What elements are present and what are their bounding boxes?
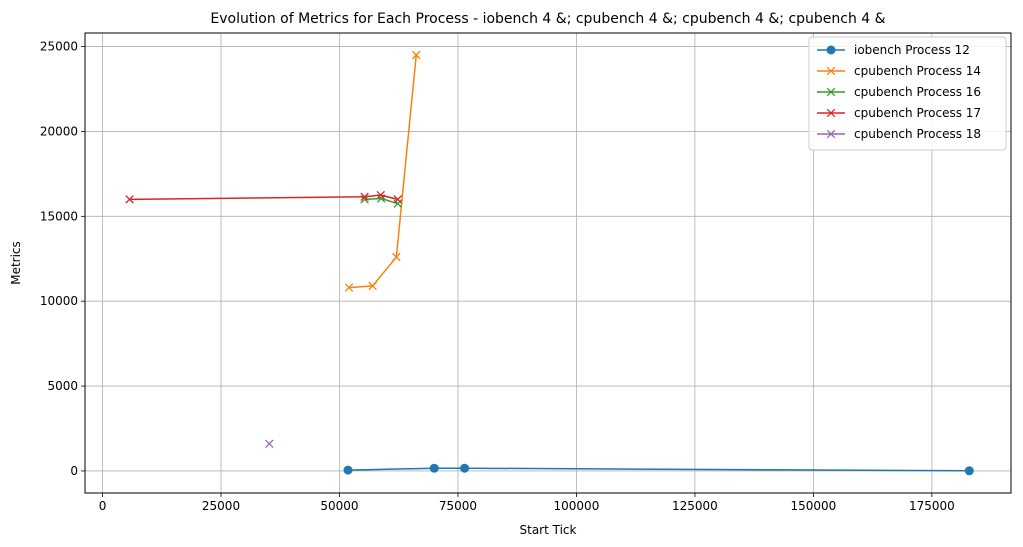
legend-label: cpubench Process 18 — [854, 127, 981, 141]
y-tick-label: 25000 — [40, 40, 78, 54]
series-1 — [343, 463, 974, 476]
y-axis-label: Metrics — [9, 241, 23, 285]
legend-label: cpubench Process 16 — [854, 85, 981, 99]
x-tick-label: 25000 — [202, 499, 240, 513]
x-tick-label: 150000 — [790, 499, 836, 513]
data-point — [344, 283, 354, 292]
y-ticks: 0 5000 10000 15000 20000 25000 — [40, 40, 85, 478]
series-line — [347, 467, 970, 472]
legend-marker — [826, 108, 836, 118]
legend-label: cpubench Process 14 — [854, 64, 981, 78]
data-point — [368, 281, 377, 291]
data-point — [429, 463, 439, 473]
plot-series — [125, 50, 974, 476]
x-tick-label: 100000 — [554, 499, 600, 513]
legend-label: iobench Process 12 — [854, 43, 970, 57]
x-axis-label: Start Tick — [520, 523, 577, 537]
x-tick-label: 175000 — [909, 499, 955, 513]
legend-box — [808, 36, 1007, 151]
legend-label: cpubench Process 17 — [854, 106, 981, 120]
data-point — [265, 439, 274, 449]
data-point — [460, 463, 470, 473]
series-2 — [344, 50, 421, 292]
data-point — [393, 195, 403, 204]
x-tick-label: 0 — [99, 499, 107, 513]
legend-marker — [826, 45, 836, 55]
legend: iobench Process 12 cpubench Process 14 cpu… — [808, 36, 1007, 151]
y-tick-label: 20000 — [40, 124, 78, 138]
series-5 — [265, 439, 274, 449]
y-tick-label: 10000 — [40, 294, 78, 308]
data-point — [392, 252, 401, 262]
x-tick-label: 75000 — [439, 499, 477, 513]
plot-frame — [84, 32, 1012, 494]
x-ticks: 0 25000 50000 75000 100000 125000 150000 175000 — [99, 493, 955, 513]
data-point — [964, 466, 974, 476]
series-4 — [125, 190, 403, 204]
data-point — [343, 465, 353, 475]
data-point — [360, 192, 369, 202]
chart-title: Evolution of Metrics for Each Process - … — [210, 11, 885, 27]
legend-marker — [826, 66, 836, 76]
series-line — [129, 194, 398, 201]
data-point — [125, 195, 134, 204]
x-tick-label: 125000 — [672, 499, 718, 513]
y-tick-label: 0 — [70, 464, 78, 478]
y-tick-label: 5000 — [47, 379, 78, 393]
series-line — [348, 54, 418, 289]
legend-marker — [826, 129, 836, 139]
legend-marker — [826, 87, 836, 97]
data-point — [376, 190, 385, 200]
y-tick-label: 15000 — [40, 209, 78, 223]
data-point — [393, 199, 403, 208]
data-point — [411, 50, 421, 60]
x-tick-label: 50000 — [320, 499, 358, 513]
